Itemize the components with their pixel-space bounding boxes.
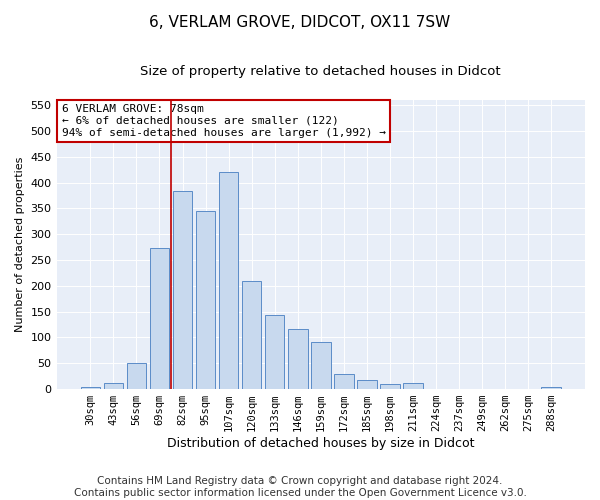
Bar	[219, 172, 238, 389]
Bar	[334, 374, 353, 389]
Bar	[196, 211, 215, 389]
Bar	[242, 280, 262, 389]
Bar	[149, 248, 169, 389]
Bar	[380, 384, 400, 389]
Bar	[357, 380, 377, 389]
Bar	[265, 316, 284, 389]
Bar	[403, 383, 423, 389]
Bar	[80, 386, 100, 389]
Bar	[127, 364, 146, 389]
Bar	[541, 387, 561, 389]
Text: Contains HM Land Registry data © Crown copyright and database right 2024.
Contai: Contains HM Land Registry data © Crown c…	[74, 476, 526, 498]
Bar	[104, 383, 123, 389]
Bar	[311, 342, 331, 389]
Text: 6, VERLAM GROVE, DIDCOT, OX11 7SW: 6, VERLAM GROVE, DIDCOT, OX11 7SW	[149, 15, 451, 30]
Bar	[288, 329, 308, 389]
Title: Size of property relative to detached houses in Didcot: Size of property relative to detached ho…	[140, 65, 501, 78]
Text: 6 VERLAM GROVE: 78sqm
← 6% of detached houses are smaller (122)
94% of semi-deta: 6 VERLAM GROVE: 78sqm ← 6% of detached h…	[62, 104, 386, 138]
Bar	[173, 192, 193, 389]
X-axis label: Distribution of detached houses by size in Didcot: Distribution of detached houses by size …	[167, 437, 475, 450]
Y-axis label: Number of detached properties: Number of detached properties	[15, 157, 25, 332]
